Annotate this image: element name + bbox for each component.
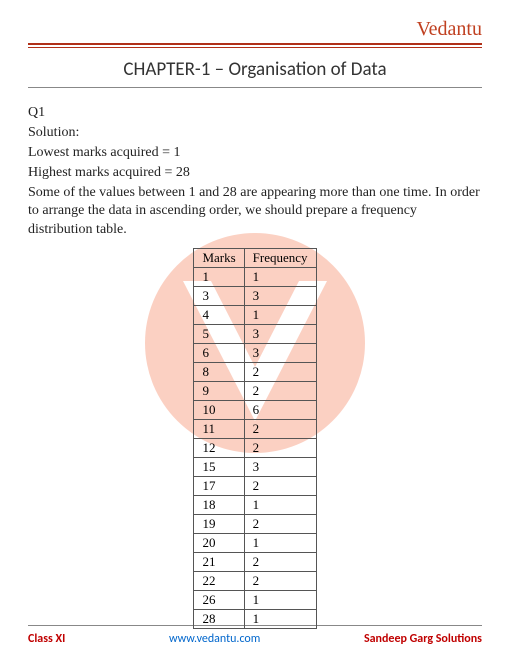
- table-row: 261: [194, 591, 316, 610]
- table-row: 201: [194, 534, 316, 553]
- col-frequency: Frequency: [244, 249, 316, 268]
- cell-marks: 28: [194, 610, 244, 629]
- solution-label: Solution:: [28, 124, 482, 143]
- cell-marks: 17: [194, 477, 244, 496]
- cell-frequency: 2: [244, 420, 316, 439]
- cell-marks: 4: [194, 306, 244, 325]
- frequency-table: Marks Frequency 113341536382921061121221…: [193, 248, 316, 629]
- footer-source: Sandeep Garg Solutions: [364, 632, 482, 646]
- table-row: 112: [194, 420, 316, 439]
- table-row: 11: [194, 268, 316, 287]
- cell-frequency: 2: [244, 439, 316, 458]
- table-row: 41: [194, 306, 316, 325]
- cell-marks: 10: [194, 401, 244, 420]
- cell-marks: 15: [194, 458, 244, 477]
- table-row: 153: [194, 458, 316, 477]
- content-block: Q1 Solution: Lowest marks acquired = 1 H…: [28, 104, 482, 240]
- cell-marks: 9: [194, 382, 244, 401]
- cell-marks: 22: [194, 572, 244, 591]
- table-row: 92: [194, 382, 316, 401]
- cell-frequency: 2: [244, 553, 316, 572]
- cell-frequency: 1: [244, 591, 316, 610]
- cell-marks: 20: [194, 534, 244, 553]
- cell-frequency: 1: [244, 610, 316, 629]
- chapter-title: CHAPTER-1 – Organisation of Data: [28, 58, 482, 81]
- cell-frequency: 3: [244, 287, 316, 306]
- cell-frequency: 1: [244, 306, 316, 325]
- cell-marks: 8: [194, 363, 244, 382]
- table-row: 212: [194, 553, 316, 572]
- line-highest: Highest marks acquired = 28: [28, 164, 482, 183]
- cell-frequency: 3: [244, 458, 316, 477]
- table-row: 63: [194, 344, 316, 363]
- cell-marks: 21: [194, 553, 244, 572]
- cell-marks: 18: [194, 496, 244, 515]
- cell-marks: 3: [194, 287, 244, 306]
- cell-frequency: 1: [244, 496, 316, 515]
- line-explain: Some of the values between 1 and 28 are …: [28, 184, 482, 241]
- chapter-name: Organisation of Data: [228, 58, 386, 81]
- table-row: 106: [194, 401, 316, 420]
- col-marks: Marks: [194, 249, 244, 268]
- cell-marks: 26: [194, 591, 244, 610]
- cell-marks: 11: [194, 420, 244, 439]
- table-row: 281: [194, 610, 316, 629]
- cell-frequency: 1: [244, 268, 316, 287]
- cell-frequency: 3: [244, 344, 316, 363]
- cell-frequency: 6: [244, 401, 316, 420]
- cell-marks: 5: [194, 325, 244, 344]
- table-row: 222: [194, 572, 316, 591]
- cell-frequency: 1: [244, 534, 316, 553]
- table-row: 53: [194, 325, 316, 344]
- table-header-row: Marks Frequency: [194, 249, 316, 268]
- cell-frequency: 2: [244, 477, 316, 496]
- cell-frequency: 3: [244, 325, 316, 344]
- header-rule: [28, 43, 482, 48]
- table-row: 192: [194, 515, 316, 534]
- question-number: Q1: [28, 104, 482, 123]
- cell-marks: 1: [194, 268, 244, 287]
- table-row: 172: [194, 477, 316, 496]
- brand-logo-text: Vedantu: [28, 18, 482, 41]
- cell-frequency: 2: [244, 572, 316, 591]
- table-row: 181: [194, 496, 316, 515]
- table-row: 82: [194, 363, 316, 382]
- cell-frequency: 2: [244, 515, 316, 534]
- table-row: 122: [194, 439, 316, 458]
- table-row: 33: [194, 287, 316, 306]
- cell-frequency: 2: [244, 363, 316, 382]
- footer-class: Class XI: [28, 632, 65, 646]
- chapter-prefix: CHAPTER-1 –: [123, 58, 228, 81]
- footer-url: www.vedantu.com: [169, 632, 260, 646]
- cell-marks: 12: [194, 439, 244, 458]
- line-lowest: Lowest marks acquired = 1: [28, 144, 482, 163]
- cell-frequency: 2: [244, 382, 316, 401]
- title-underline: [28, 87, 482, 88]
- cell-marks: 6: [194, 344, 244, 363]
- cell-marks: 19: [194, 515, 244, 534]
